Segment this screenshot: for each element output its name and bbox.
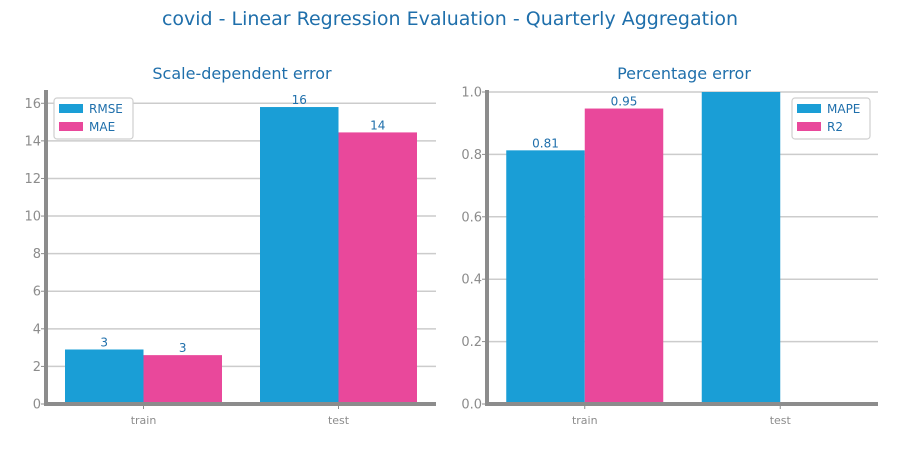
data-label: 0.95 bbox=[611, 95, 638, 109]
y-tick-label: 0 bbox=[33, 398, 41, 413]
chart-title: Scale-dependent error bbox=[152, 64, 332, 83]
bar-mape-test bbox=[701, 92, 781, 404]
y-tick-label: 0.8 bbox=[461, 148, 482, 163]
y-tick-label: 0.4 bbox=[461, 273, 482, 288]
data-label: 3 bbox=[179, 341, 187, 355]
legend-swatch bbox=[797, 122, 821, 131]
bar-mae-test bbox=[338, 132, 417, 404]
y-tick-label: 12 bbox=[24, 172, 41, 187]
y-tick-label: 10 bbox=[24, 210, 41, 225]
legend-swatch bbox=[797, 104, 821, 113]
bar-mape-train bbox=[506, 150, 585, 404]
data-label: 16 bbox=[292, 93, 307, 107]
data-label: 14 bbox=[370, 118, 385, 132]
bar-r2-train bbox=[584, 108, 664, 404]
scale-dependent-error-chart: Scale-dependent error 0 2 4 6 8 10 12 14 16 3 3 tra… bbox=[24, 64, 436, 427]
x-tick-label: train bbox=[131, 414, 157, 427]
y-tick-label: 2 bbox=[33, 360, 41, 375]
y-tick-label: 0.0 bbox=[461, 398, 482, 413]
percentage-error-chart: Percentage error 0.0 0.2 0.4 0.6 0.8 1.0 0.81 0… bbox=[461, 64, 878, 427]
chart-title: Percentage error bbox=[617, 64, 751, 83]
legend-swatch bbox=[59, 104, 83, 113]
legend: MAPE R2 bbox=[791, 97, 871, 140]
legend-label: R2 bbox=[827, 120, 843, 134]
y-tick-label: 6 bbox=[33, 285, 41, 300]
legend-swatch bbox=[59, 122, 83, 131]
bar-rmse-train bbox=[65, 349, 144, 404]
figure-title: covid - Linear Regression Evaluation - Q… bbox=[162, 8, 738, 30]
x-tick-label: test bbox=[770, 414, 792, 427]
bar-rmse-test bbox=[260, 107, 339, 405]
y-tick-label: 0.6 bbox=[461, 210, 482, 225]
y-tick-label: 1.0 bbox=[461, 86, 482, 101]
x-tick-label: test bbox=[328, 414, 350, 427]
y-tick-label: 14 bbox=[24, 134, 41, 149]
data-label: 3 bbox=[100, 335, 108, 349]
bar-mae-train bbox=[143, 355, 222, 404]
legend: RMSE MAE bbox=[53, 97, 134, 140]
legend-label: MAE bbox=[89, 120, 115, 134]
data-label: 0.81 bbox=[532, 136, 559, 150]
y-tick-label: 4 bbox=[33, 322, 41, 337]
legend-label: MAPE bbox=[827, 102, 860, 116]
x-tick-label: train bbox=[572, 414, 598, 427]
y-tick-label: 16 bbox=[24, 97, 41, 112]
legend-label: RMSE bbox=[89, 102, 123, 116]
y-tick-label: 0.2 bbox=[461, 335, 482, 350]
y-tick-label: 8 bbox=[33, 247, 41, 262]
